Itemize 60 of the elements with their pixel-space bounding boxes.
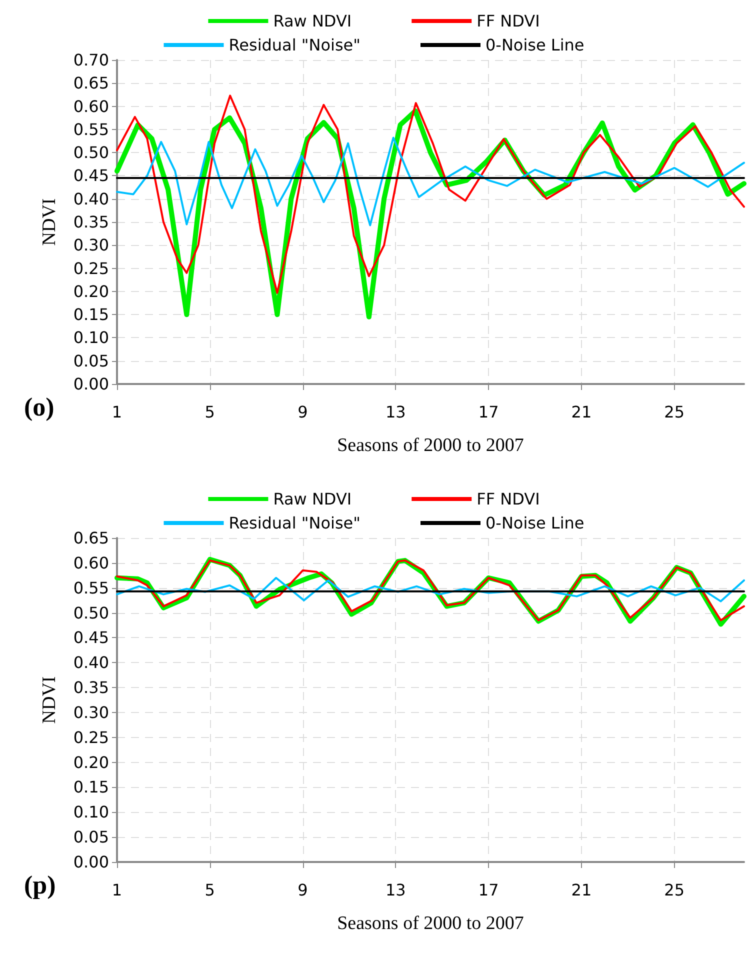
text: (o) (24, 392, 54, 422)
legend-label: 0-Noise Line (485, 36, 584, 54)
line-series (116, 576, 745, 602)
x-tick-label: 1 (112, 880, 122, 900)
legend-label: 0-Noise Line (485, 514, 584, 532)
x-tick-label: 5 (204, 402, 215, 422)
y-tick-label: 0.50 (73, 603, 109, 622)
x-axis-title: Seasons of 2000 to 2007 (337, 913, 524, 934)
y-tick-label: 0.70 (73, 50, 109, 70)
legend-label: FF NDVI (476, 12, 540, 30)
x-tick-label: 9 (298, 402, 308, 422)
y-tick-label: 0.60 (73, 96, 109, 116)
y-tick-label: 0.65 (73, 528, 109, 548)
y-tick-label: 0.20 (73, 282, 109, 301)
y-tick-label: 0.25 (73, 728, 109, 747)
y-tick-label: 0.10 (73, 802, 109, 822)
y-tick-label: 0.40 (73, 653, 109, 672)
legend-label: Raw NDVI (273, 12, 352, 30)
x-tick-label: 13 (385, 880, 406, 900)
x-tick-label: 9 (298, 880, 308, 900)
x-tick-label: 17 (478, 402, 499, 422)
y-tick-label: 0.35 (73, 678, 109, 698)
x-tick-label: 5 (204, 880, 215, 900)
y-tick-label: 0.30 (73, 702, 109, 722)
x-tick-label: 13 (385, 402, 406, 422)
legend-label: FF NDVI (476, 490, 540, 508)
y-tick-label: 0.05 (73, 828, 109, 847)
y-tick-label: 0.35 (73, 212, 109, 232)
y-tick-label: 0.30 (73, 236, 109, 255)
x-tick-label: 21 (571, 880, 592, 900)
y-tick-label: 0.55 (73, 578, 109, 598)
x-axis-title: Seasons of 2000 to 2007 (337, 435, 524, 456)
line-series (116, 136, 745, 226)
y-tick-label: 0.15 (73, 305, 109, 324)
y-tick-label: 0.50 (73, 143, 109, 162)
y-tick-label: 0.00 (73, 852, 109, 872)
y-tick-label: 0.00 (73, 374, 109, 394)
y-tick-label: 0.25 (73, 258, 109, 278)
y-tick-label: 0.15 (73, 778, 109, 797)
y-tick-label: 0.45 (73, 166, 109, 186)
x-tick-label: 21 (571, 402, 592, 422)
y-tick-label: 0.05 (73, 351, 109, 370)
y-tick-label: 0.65 (73, 74, 109, 93)
y-tick-label: 0.20 (73, 752, 109, 772)
y-axis-title: NDVI (39, 676, 60, 724)
legend-label: Residual "Noise" (228, 514, 361, 532)
x-tick-label: 17 (478, 880, 499, 900)
y-tick-label: 0.60 (73, 553, 109, 572)
text: (p) (24, 870, 56, 900)
y-tick-label: 0.10 (73, 328, 109, 348)
x-tick-label: 25 (664, 880, 685, 900)
line-series (116, 94, 745, 294)
x-tick-label: 25 (664, 402, 685, 422)
x-tick-label: 1 (112, 402, 122, 422)
y-tick-label: 0.55 (73, 120, 109, 139)
legend-label: Raw NDVI (273, 490, 352, 508)
legend-label: Residual "Noise" (228, 36, 361, 54)
y-axis-title: NDVI (39, 198, 60, 246)
y-tick-label: 0.45 (73, 628, 109, 648)
y-tick-label: 0.40 (73, 189, 109, 208)
